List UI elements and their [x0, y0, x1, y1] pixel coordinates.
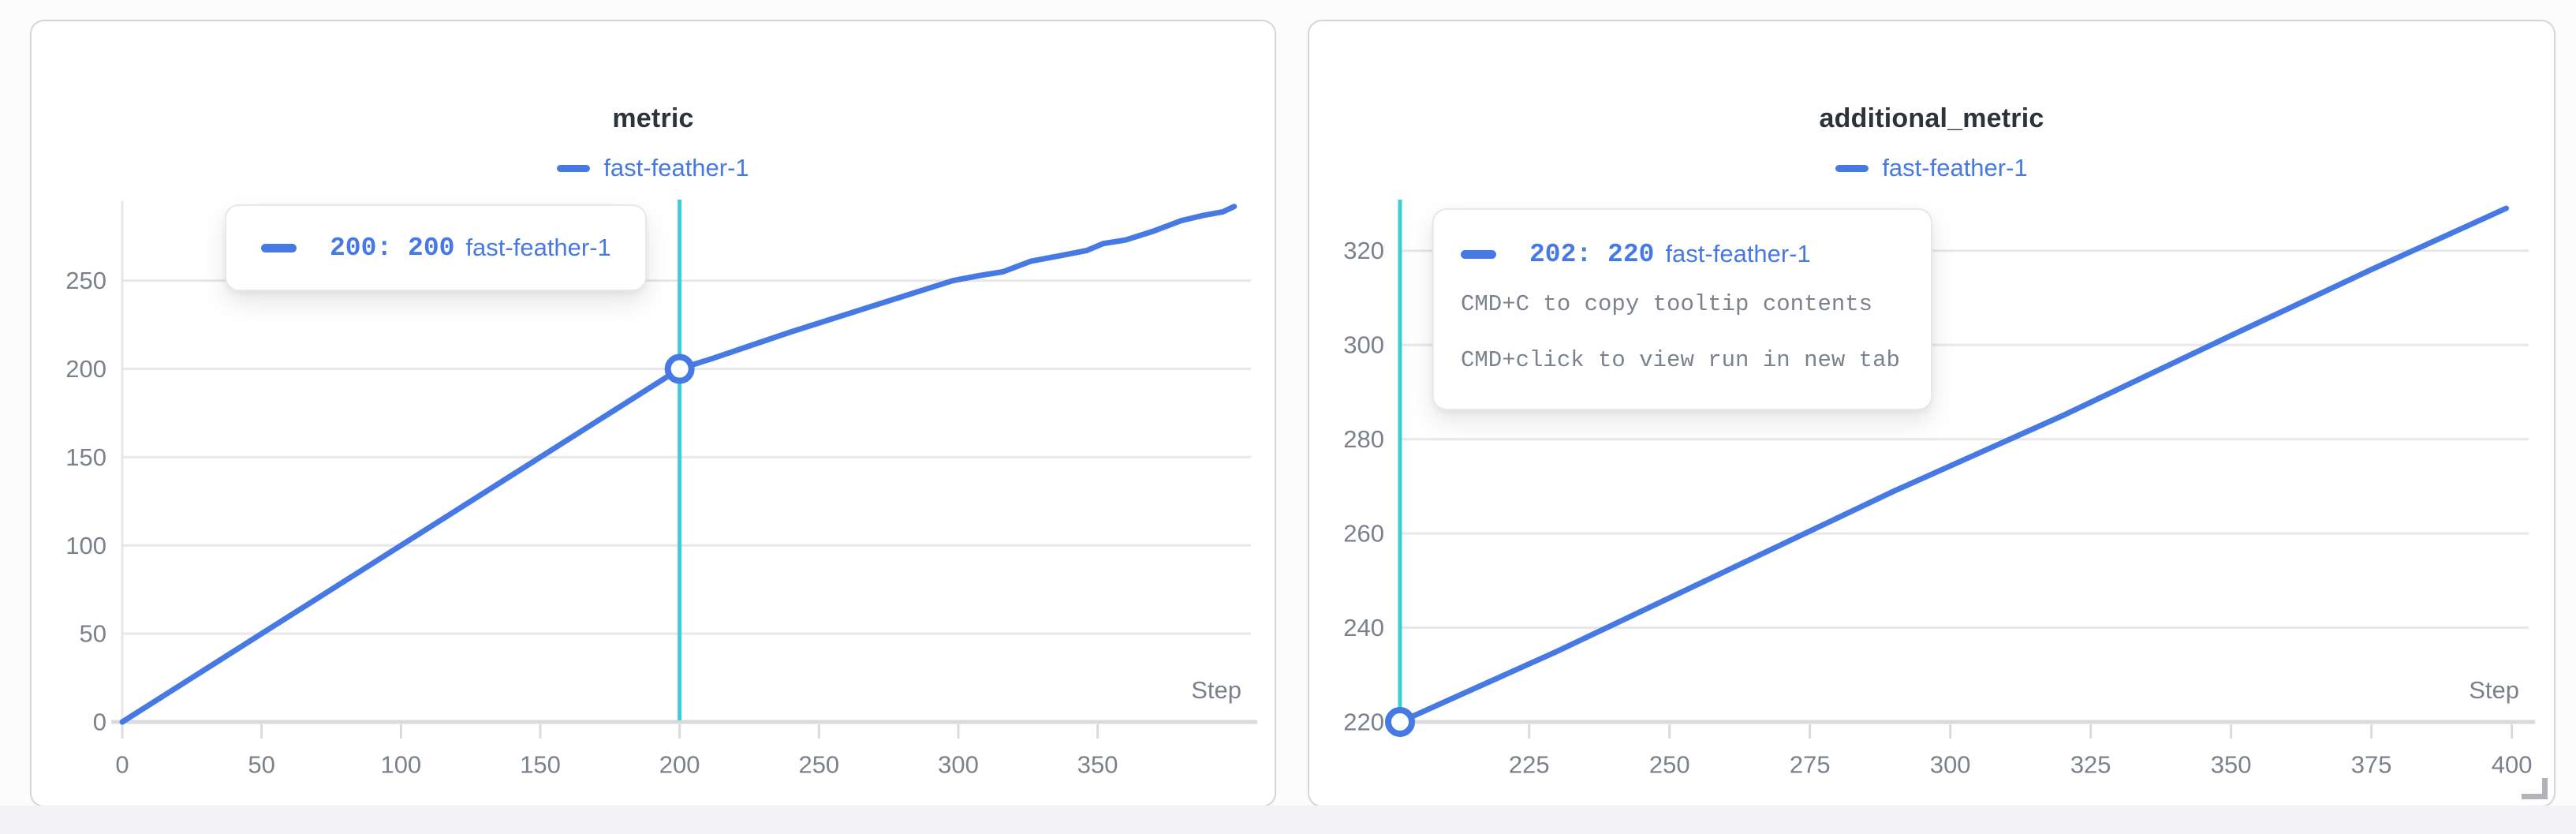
svg-text:Step: Step: [1191, 676, 1241, 704]
tooltip-step-value: 202: 220: [1529, 239, 1655, 269]
run-legend[interactable]: fast-feather-1: [1309, 154, 2554, 182]
svg-text:Step: Step: [2469, 676, 2519, 704]
tooltip-value-row: 202: 220 fast-feather-1: [1461, 232, 1904, 276]
svg-text:150: 150: [65, 443, 106, 471]
svg-text:50: 50: [248, 751, 274, 779]
svg-text:350: 350: [2211, 751, 2252, 779]
chart-title: additional_metric: [1819, 103, 2044, 133]
svg-text:260: 260: [1343, 520, 1384, 548]
tooltip-run-swatch: [1461, 249, 1496, 259]
run-legend[interactable]: fast-feather-1: [32, 154, 1275, 182]
panel-resize-handle[interactable]: [2522, 778, 2548, 799]
tooltip-run-swatch: [261, 243, 297, 252]
workspace-background: [0, 806, 2576, 834]
svg-text:240: 240: [1343, 614, 1384, 641]
svg-text:100: 100: [380, 751, 421, 779]
legend-line-swatch: [1835, 164, 1869, 172]
chart-tooltip: 202: 220 fast-feather-1 CMD+C to copy to…: [1432, 208, 1932, 410]
svg-text:300: 300: [938, 751, 979, 779]
legend-line-swatch: [557, 164, 591, 172]
svg-text:325: 325: [2070, 751, 2111, 779]
chart-title: metric: [612, 103, 694, 133]
metric-plot-area[interactable]: 0 50 100 150 200 250 0 50 100 150 200 250 300 350 Step: [32, 21, 1271, 802]
tooltip-run-name: fast-feather-1: [1665, 240, 1811, 267]
tooltip-hint-copy: CMD+C to copy tooltip contents: [1461, 291, 1873, 317]
svg-text:250: 250: [798, 751, 839, 779]
svg-text:50: 50: [80, 620, 106, 648]
tooltip-hint-open: CMD+click to view run in new tab: [1461, 347, 1900, 373]
svg-text:300: 300: [1343, 331, 1384, 359]
svg-text:250: 250: [65, 267, 106, 294]
tooltip-step-value: 200: 200: [330, 233, 455, 263]
legend-run-name: fast-feather-1: [603, 154, 749, 181]
svg-text:300: 300: [1930, 751, 1971, 779]
svg-text:0: 0: [115, 751, 129, 779]
svg-text:225: 225: [1509, 751, 1550, 779]
svg-text:100: 100: [65, 532, 106, 559]
svg-text:0: 0: [93, 709, 106, 736]
svg-text:320: 320: [1343, 237, 1384, 264]
chart-tooltip: 200: 200 fast-feather-1: [225, 204, 647, 291]
svg-text:200: 200: [65, 355, 106, 383]
svg-text:250: 250: [1649, 751, 1690, 779]
svg-text:275: 275: [1790, 751, 1831, 779]
additional-metric-plot-area[interactable]: 220 240 260 280 300 320 225 250 275 300 325 350 375 4…: [1309, 21, 2551, 802]
svg-text:400: 400: [2492, 751, 2533, 779]
panel-metric-chart: 0 50 100 150 200 250 0 50 100 150 200 250 300 350 Step…: [30, 20, 1276, 807]
svg-text:375: 375: [2351, 751, 2392, 779]
svg-text:200: 200: [659, 751, 700, 779]
tooltip-run-name: fast-feather-1: [465, 234, 611, 261]
svg-text:150: 150: [520, 751, 561, 779]
legend-run-name: fast-feather-1: [1882, 154, 2028, 181]
svg-text:220: 220: [1343, 709, 1384, 736]
panel-additional-metric-chart: 220 240 260 280 300 320 225 250 275 300 325 350 375 4…: [1308, 20, 2555, 807]
svg-text:280: 280: [1343, 425, 1384, 453]
svg-text:350: 350: [1077, 751, 1118, 779]
